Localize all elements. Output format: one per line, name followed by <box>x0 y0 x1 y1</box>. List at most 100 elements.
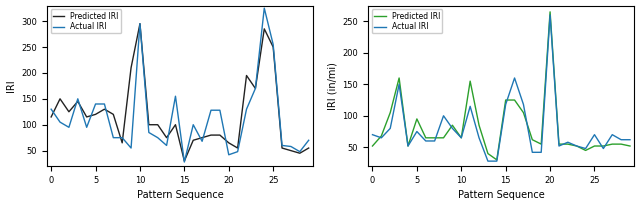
Line: Actual IRI: Actual IRI <box>372 15 630 161</box>
Predicted IRI <box>626 145 634 147</box>
Predicted IRI <box>65 111 73 113</box>
Actual IRI <box>467 105 474 108</box>
Actual IRI <box>47 108 55 110</box>
Actual IRI <box>404 145 412 147</box>
Predicted IRI <box>252 87 259 90</box>
Predicted IRI <box>378 135 385 137</box>
Actual IRI <box>555 145 563 147</box>
Y-axis label: IRI (in/mi): IRI (in/mi) <box>327 62 337 110</box>
Predicted IRI <box>458 137 465 139</box>
Predicted IRI <box>198 136 206 139</box>
Predicted IRI <box>493 159 500 161</box>
Predicted IRI <box>154 123 161 126</box>
Actual IRI <box>260 7 268 9</box>
Predicted IRI <box>600 145 607 147</box>
Actual IRI <box>538 151 545 153</box>
Actual IRI <box>225 153 232 156</box>
Predicted IRI <box>260 28 268 30</box>
Actual IRI <box>378 137 385 139</box>
Actual IRI <box>493 160 500 162</box>
Predicted IRI <box>369 145 376 147</box>
Actual IRI <box>278 144 286 147</box>
Actual IRI <box>234 150 241 153</box>
Predicted IRI <box>47 116 55 118</box>
Predicted IRI <box>422 137 429 139</box>
Predicted IRI <box>449 124 456 126</box>
Predicted IRI <box>118 142 126 144</box>
Predicted IRI <box>555 143 563 145</box>
Actual IRI <box>180 161 188 163</box>
Predicted IRI <box>502 99 509 101</box>
Actual IRI <box>136 22 144 25</box>
Actual IRI <box>74 98 82 100</box>
Predicted IRI <box>145 123 153 126</box>
Y-axis label: IRI: IRI <box>6 80 15 92</box>
Predicted IRI <box>440 137 447 139</box>
Actual IRI <box>100 103 108 105</box>
Predicted IRI <box>296 152 303 154</box>
Predicted IRI <box>511 99 518 101</box>
Predicted IRI <box>573 145 580 147</box>
Actual IRI <box>449 127 456 130</box>
Predicted IRI <box>225 142 232 144</box>
Predicted IRI <box>172 123 179 126</box>
Actual IRI <box>92 103 99 105</box>
Actual IRI <box>431 140 438 142</box>
Predicted IRI <box>180 160 188 162</box>
Predicted IRI <box>92 113 99 116</box>
Predicted IRI <box>538 143 545 145</box>
Predicted IRI <box>287 149 295 152</box>
Actual IRI <box>207 109 215 111</box>
Predicted IRI <box>484 152 492 155</box>
Actual IRI <box>243 108 250 110</box>
Actual IRI <box>511 77 518 79</box>
Legend: Predicted IRI, Actual IRI: Predicted IRI, Actual IRI <box>51 9 121 34</box>
Predicted IRI <box>269 46 277 48</box>
Predicted IRI <box>564 143 572 145</box>
Predicted IRI <box>136 22 144 25</box>
Actual IRI <box>591 133 598 136</box>
Actual IRI <box>520 103 527 106</box>
Actual IRI <box>396 83 403 85</box>
Predicted IRI <box>431 137 438 139</box>
Actual IRI <box>252 87 259 90</box>
Actual IRI <box>163 144 170 147</box>
X-axis label: Pattern Sequence: Pattern Sequence <box>458 190 545 200</box>
Predicted IRI <box>74 100 82 103</box>
Actual IRI <box>154 136 161 139</box>
Predicted IRI <box>278 147 286 149</box>
Actual IRI <box>582 147 589 150</box>
Actual IRI <box>198 140 206 143</box>
Predicted IRI <box>127 67 135 69</box>
Actual IRI <box>369 133 376 136</box>
Actual IRI <box>83 126 90 129</box>
Actual IRI <box>65 126 73 129</box>
Actual IRI <box>127 147 135 149</box>
Actual IRI <box>189 123 197 126</box>
Actual IRI <box>287 145 295 148</box>
Predicted IRI <box>207 134 215 136</box>
Actual IRI <box>305 139 312 142</box>
Predicted IRI <box>591 145 598 147</box>
Actual IRI <box>484 160 492 162</box>
Predicted IRI <box>189 139 197 142</box>
Predicted IRI <box>216 134 224 136</box>
Actual IRI <box>458 137 465 139</box>
Predicted IRI <box>243 74 250 77</box>
Predicted IRI <box>529 138 536 141</box>
Actual IRI <box>609 133 616 136</box>
Predicted IRI <box>396 77 403 79</box>
Legend: Predicted IRI, Actual IRI: Predicted IRI, Actual IRI <box>372 9 442 34</box>
Predicted IRI <box>609 143 616 145</box>
Actual IRI <box>387 127 394 130</box>
Predicted IRI <box>234 147 241 149</box>
Actual IRI <box>422 140 429 142</box>
Predicted IRI <box>109 113 117 116</box>
Line: Actual IRI: Actual IRI <box>51 8 308 162</box>
Actual IRI <box>440 115 447 117</box>
Predicted IRI <box>404 145 412 147</box>
Predicted IRI <box>520 111 527 114</box>
Predicted IRI <box>56 98 64 100</box>
Line: Predicted IRI: Predicted IRI <box>51 24 308 161</box>
Predicted IRI <box>100 108 108 110</box>
